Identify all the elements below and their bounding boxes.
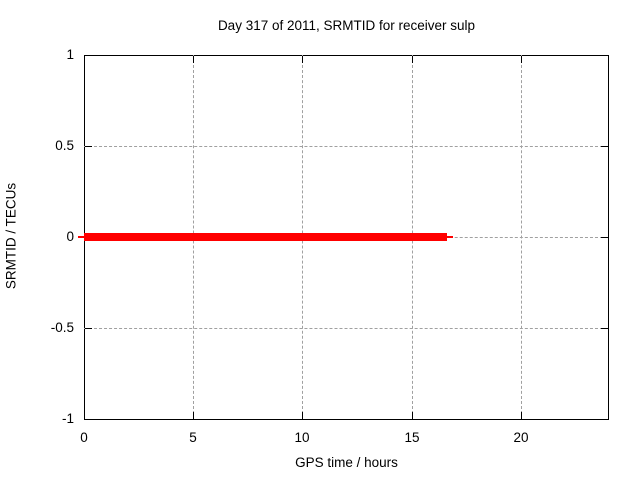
x-tick-label-20: 20 xyxy=(513,430,529,445)
series-srmtid-line xyxy=(84,233,447,241)
x-tick-label-10: 10 xyxy=(294,430,310,445)
x-tick-label-5: 5 xyxy=(189,430,197,445)
tick-bottom-x-10 xyxy=(302,412,303,419)
y-tick-label--1: -1 xyxy=(61,411,74,426)
tick-bottom-x-15 xyxy=(412,412,413,419)
tick-right-y--0.5 xyxy=(601,328,608,329)
x-axis-label: GPS time / hours xyxy=(295,455,398,470)
y-tick-label-0.5: 0.5 xyxy=(55,138,74,153)
tick-bottom-x-5 xyxy=(193,412,194,419)
tick-top-x-20 xyxy=(521,56,522,63)
tick-right-y-0 xyxy=(601,237,608,238)
gridline-y-0.5 xyxy=(84,146,608,147)
tick-right-y-0.5 xyxy=(601,146,608,147)
tick-top-x-5 xyxy=(193,56,194,63)
tick-top-x-10 xyxy=(302,56,303,63)
y-tick-label-1: 1 xyxy=(66,47,74,62)
chart-title: Day 317 of 2011, SRMTID for receiver sul… xyxy=(217,18,476,33)
tick-left-y--0.5 xyxy=(85,328,92,329)
y-tick-label-0: 0 xyxy=(66,229,74,244)
x-tick-label-0: 0 xyxy=(80,430,88,445)
tick-top-x-15 xyxy=(412,56,413,63)
tick-bottom-x-20 xyxy=(521,412,522,419)
x-tick-label-15: 15 xyxy=(404,430,420,445)
tick-left-y-0.5 xyxy=(85,146,92,147)
gridline-y--0.5 xyxy=(84,328,608,329)
y-tick-label--0.5: -0.5 xyxy=(50,320,74,335)
